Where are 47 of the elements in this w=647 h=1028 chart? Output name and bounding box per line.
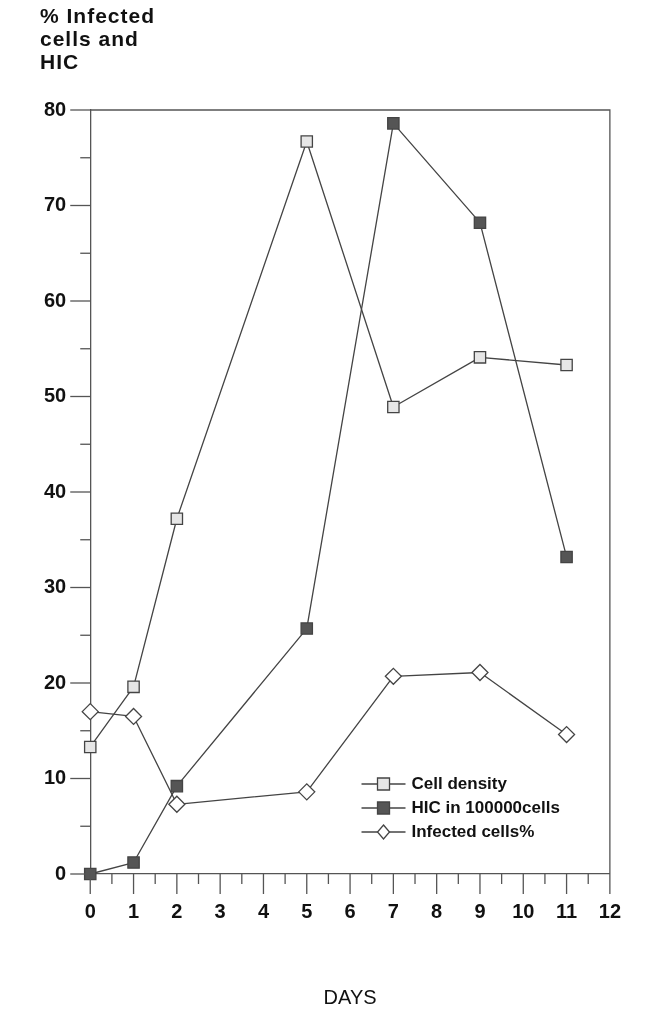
y-tick-label: 20 bbox=[44, 670, 67, 693]
point bbox=[387, 117, 400, 130]
point bbox=[168, 795, 186, 813]
x-tick-label: 12 bbox=[598, 899, 621, 922]
x-tick-label: 10 bbox=[512, 899, 535, 922]
x-axis-title: DAYS bbox=[323, 985, 377, 1008]
x-tick-label: 4 bbox=[257, 899, 270, 922]
x-tick-label: 6 bbox=[344, 899, 356, 922]
legend-label: HIC in 100000cells bbox=[411, 797, 560, 817]
point bbox=[560, 358, 573, 372]
x-tick-label: 9 bbox=[474, 899, 486, 922]
point bbox=[127, 856, 140, 869]
legend-label: Cell density bbox=[411, 773, 508, 793]
point bbox=[170, 779, 184, 793]
point bbox=[298, 783, 316, 801]
y-axis-title: % Infected cells and HIC bbox=[40, 4, 157, 73]
x-tick-label: 7 bbox=[387, 899, 399, 922]
y-tick-label: 30 bbox=[44, 575, 67, 598]
x-tick-label: 0 bbox=[84, 899, 96, 922]
y-tick-label: 80 bbox=[44, 97, 67, 120]
x-tick-label: 8 bbox=[431, 899, 443, 922]
point bbox=[560, 550, 573, 564]
point bbox=[81, 703, 99, 721]
point bbox=[384, 667, 403, 685]
point bbox=[471, 663, 489, 682]
x-tick-label: 5 bbox=[301, 899, 313, 922]
y-tick-label: 70 bbox=[44, 193, 67, 216]
x-tick-label: 11 bbox=[556, 899, 578, 922]
legend-label: Infected cells% bbox=[411, 821, 535, 841]
point bbox=[170, 512, 184, 526]
point bbox=[127, 680, 140, 694]
point bbox=[300, 622, 314, 635]
y-tick-label: 40 bbox=[44, 479, 67, 502]
point bbox=[83, 740, 97, 754]
x-tick-label: 3 bbox=[214, 899, 226, 922]
y-tick-label: 10 bbox=[44, 766, 67, 789]
y-tick-label: 0 bbox=[55, 861, 67, 884]
y-tick-label: 60 bbox=[44, 288, 67, 311]
x-tick-label: 1 bbox=[127, 899, 140, 922]
point bbox=[124, 707, 143, 726]
point bbox=[387, 400, 400, 414]
x-tick-label: 2 bbox=[171, 899, 183, 922]
point bbox=[557, 725, 576, 744]
point bbox=[473, 216, 487, 229]
y-tick-label: 50 bbox=[44, 384, 67, 407]
point bbox=[300, 135, 314, 148]
point bbox=[473, 351, 487, 364]
